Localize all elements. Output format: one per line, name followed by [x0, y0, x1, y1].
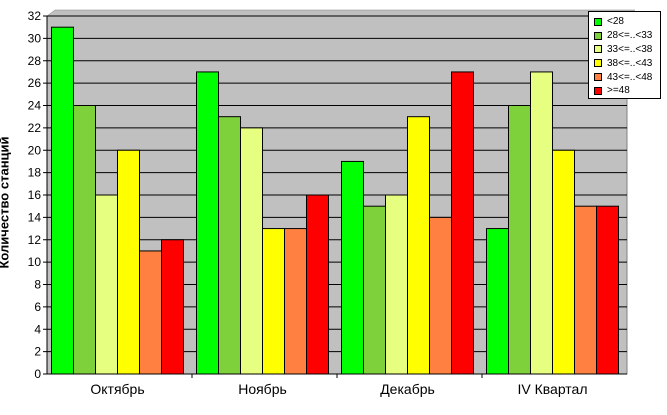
y-tick-label: 32	[28, 9, 42, 23]
y-tick-label: 12	[28, 233, 42, 247]
x-tick-label: IV Квартал	[517, 381, 587, 397]
bar	[385, 194, 408, 375]
legend-label: 43<=..<48	[607, 71, 653, 83]
x-tick-label: Ноябрь	[238, 381, 287, 397]
bar	[429, 216, 452, 375]
legend-item: >=48	[594, 84, 660, 98]
y-tick-label: 10	[28, 255, 42, 269]
bar	[508, 105, 531, 375]
y-tick-label: 8	[34, 278, 41, 292]
legend-label: 33<=..<38	[607, 43, 653, 55]
y-tick-label: 0	[34, 367, 41, 381]
bar	[240, 127, 263, 375]
y-tick-label: 6	[34, 300, 41, 314]
legend-swatch	[594, 31, 602, 40]
legend-item: <28	[594, 15, 660, 29]
legend-label: <28	[607, 16, 624, 28]
bar	[139, 250, 162, 375]
bar	[552, 149, 575, 375]
bar	[306, 194, 329, 375]
legend-swatch	[594, 17, 602, 26]
legend-label: 28<=..<33	[607, 30, 653, 42]
legend-label: >=48	[607, 85, 630, 97]
bar	[117, 149, 140, 375]
y-tick-label: 2	[34, 345, 41, 359]
legend-swatch	[594, 73, 602, 82]
bar	[95, 194, 118, 375]
bar	[196, 71, 219, 375]
y-tick-label: 4	[34, 322, 41, 336]
bar	[574, 205, 597, 375]
x-tick-label: Октябрь	[90, 381, 144, 397]
y-tick-label: 22	[28, 121, 42, 135]
bar	[161, 239, 184, 375]
legend-swatch	[594, 45, 602, 54]
legend-item: 43<=..<48	[594, 70, 660, 84]
legend-item: 33<=..<38	[594, 43, 660, 57]
bar	[486, 228, 509, 375]
bar	[262, 228, 285, 375]
bar	[218, 116, 241, 375]
plot-top-edge	[46, 9, 636, 17]
legend-swatch	[594, 59, 602, 68]
bar	[73, 105, 96, 375]
legend: <28 28<=..<33 33<=..<38 38<=..<43 43<=..<48 >…	[588, 11, 661, 99]
bar	[51, 26, 74, 375]
bar	[341, 160, 364, 375]
x-tick-label: Декабрь	[380, 381, 435, 397]
bar	[407, 116, 430, 375]
y-tick-label: 18	[28, 166, 42, 180]
y-tick-label: 30	[28, 31, 42, 45]
y-tick-label: 26	[28, 76, 42, 90]
bar	[530, 71, 553, 375]
y-tick-label: 20	[28, 143, 42, 157]
y-tick-label: 24	[28, 99, 42, 113]
legend-label: 38<=..<43	[607, 57, 653, 69]
legend-item: 28<=..<33	[594, 29, 660, 43]
y-tick-label: 28	[28, 54, 42, 68]
legend-item: 38<=..<43	[594, 56, 660, 70]
bar	[284, 228, 307, 375]
bar	[363, 205, 386, 375]
y-axis-title-text: Количество станций	[0, 136, 12, 269]
bar	[451, 71, 474, 375]
y-tick-label: 16	[28, 188, 42, 202]
y-tick-label: 14	[28, 210, 42, 224]
legend-swatch	[594, 86, 602, 95]
bar	[596, 205, 619, 375]
